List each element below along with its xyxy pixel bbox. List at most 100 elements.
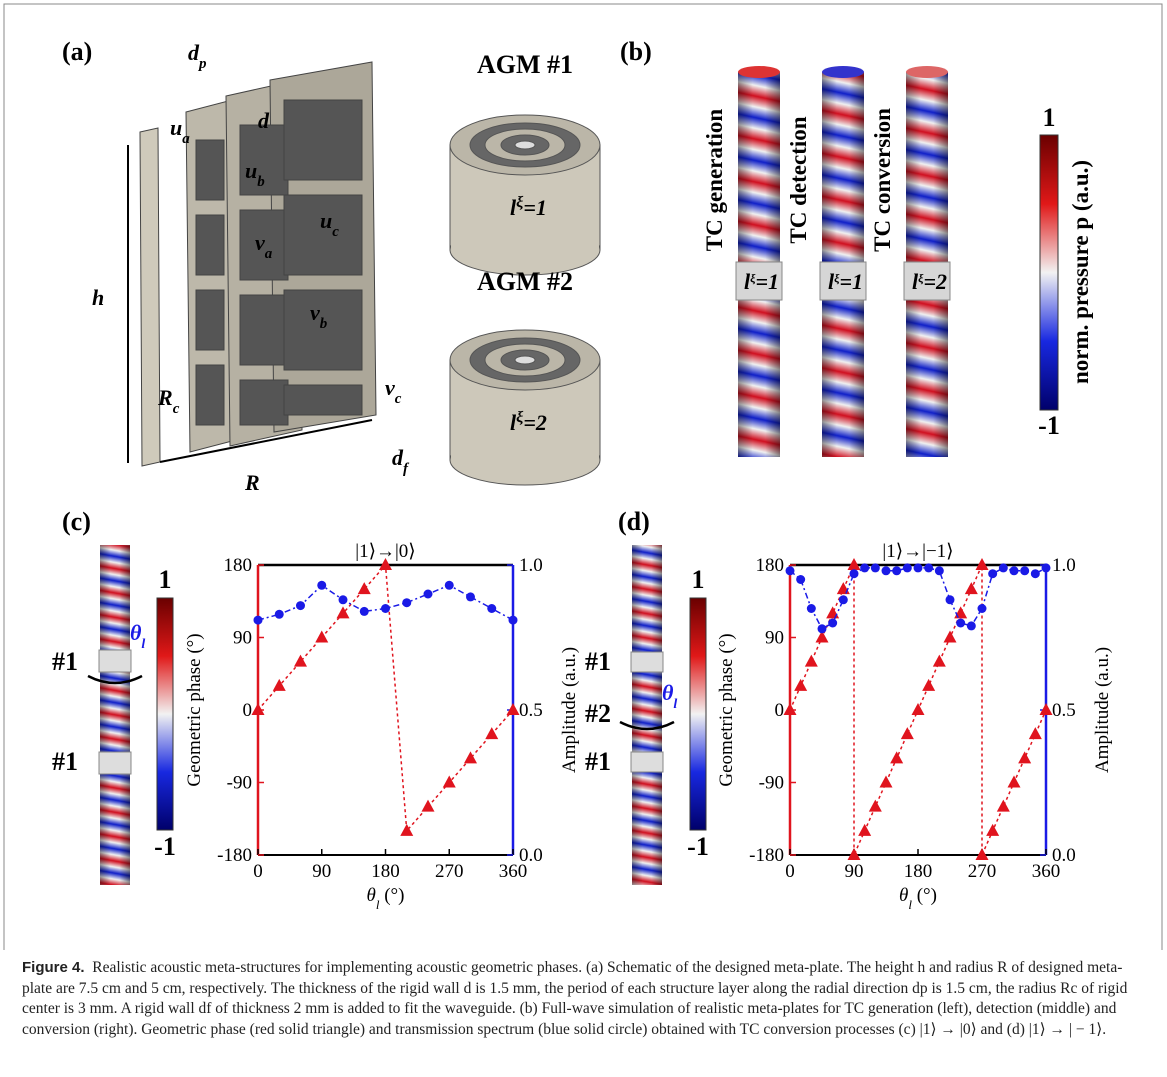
- data-point: [424, 590, 433, 599]
- label: TC generation: [702, 109, 727, 252]
- label: b: [320, 316, 328, 332]
- svg-text:df: df: [392, 445, 410, 477]
- label: R: [157, 385, 173, 410]
- panel-label: (c): [62, 507, 91, 536]
- label: #1: [52, 747, 78, 776]
- data-point: [507, 703, 520, 715]
- svg-text:lξ=2: lξ=2: [912, 269, 947, 294]
- label: v: [385, 375, 395, 400]
- label: θ: [130, 620, 142, 645]
- data-point: [828, 619, 837, 628]
- y-axis-label: Geometric phase (°): [716, 633, 737, 786]
- y2-tick-label: 0.5: [519, 700, 543, 721]
- data-point: [988, 569, 997, 578]
- x-tick-label: 0: [785, 861, 795, 882]
- label: d: [258, 108, 270, 133]
- label: u: [170, 115, 182, 140]
- data-point: [1040, 703, 1053, 715]
- data-point: [965, 582, 978, 594]
- data-point: [1018, 751, 1031, 763]
- y-tick-label: -90: [227, 773, 252, 794]
- y2-tick-label: 0.0: [1052, 845, 1076, 866]
- data-point: [903, 563, 912, 572]
- y2-axis-label: Amplitude (a.u.): [559, 647, 580, 773]
- label: =1: [523, 195, 547, 220]
- x-tick-label: 0: [253, 861, 263, 882]
- y-tick-label: -180: [749, 845, 784, 866]
- data-point: [358, 582, 371, 594]
- svg-text:lξ=1: lξ=1: [828, 269, 863, 294]
- x-axis-label: θ: [367, 885, 376, 906]
- data-point: [858, 824, 871, 836]
- data-point: [1029, 727, 1042, 739]
- x-axis-label: (°): [379, 885, 404, 906]
- label: =1: [756, 269, 780, 294]
- data-point: [880, 776, 893, 788]
- data-point: [882, 566, 891, 575]
- data-point: [890, 751, 903, 763]
- label: a: [265, 246, 273, 262]
- data-point: [999, 563, 1008, 572]
- data-point: [986, 824, 999, 836]
- data-point: [296, 601, 305, 610]
- series-line: [790, 568, 1046, 629]
- colorbar-label: 1: [159, 565, 172, 594]
- label: c: [395, 391, 402, 407]
- x-tick-label: 180: [904, 861, 933, 882]
- data-point: [935, 566, 944, 575]
- y2-tick-label: 1.0: [519, 555, 543, 576]
- data-point: [924, 563, 933, 572]
- data-point: [254, 616, 263, 625]
- label: AGM #1: [477, 50, 573, 79]
- data-point: [1010, 566, 1019, 575]
- x-axis-label: θl (°): [367, 885, 405, 912]
- colorbar-title: norm. pressure p (a.u.): [1068, 160, 1093, 384]
- y2-axis-label: Amplitude (a.u.): [1092, 647, 1113, 773]
- data-point: [1031, 569, 1040, 578]
- data-point: [805, 655, 818, 667]
- data-point: [445, 581, 454, 590]
- label: u: [245, 158, 257, 183]
- data-point: [850, 569, 859, 578]
- x-axis-label: θ: [899, 885, 908, 906]
- y-tick-label: 180: [756, 555, 785, 576]
- data-point: [443, 776, 456, 788]
- colorbar-label: 1: [692, 565, 705, 594]
- data-point: [978, 604, 987, 613]
- data-point: [317, 581, 326, 590]
- svg-text:dp: dp: [188, 40, 207, 72]
- x-tick-label: 90: [845, 861, 864, 882]
- svg-text:lξ=1: lξ=1: [510, 194, 547, 221]
- data-point: [901, 727, 914, 739]
- label: u: [320, 208, 332, 233]
- colorbar-label: -1: [154, 832, 176, 861]
- svg-text:θl: θl: [130, 620, 145, 652]
- x-tick-label: 90: [312, 861, 331, 882]
- y-tick-label: -180: [217, 845, 252, 866]
- data-point: [337, 606, 350, 618]
- data-point: [860, 563, 869, 572]
- data-point: [1042, 563, 1051, 572]
- data-point: [509, 616, 518, 625]
- label: #2: [585, 699, 611, 728]
- label: l: [141, 637, 145, 652]
- data-point: [944, 631, 957, 643]
- data-point: [464, 751, 477, 763]
- y2-tick-label: 1.0: [1052, 555, 1076, 576]
- label: θ: [662, 680, 674, 705]
- label: c: [332, 224, 339, 240]
- y-tick-label: 0: [775, 700, 785, 721]
- label: #1: [52, 647, 78, 676]
- caption: Figure 4. Realistic acoustic meta-struct…: [22, 958, 1144, 1040]
- data-point: [786, 566, 795, 575]
- data-point: [784, 703, 797, 715]
- data-point: [273, 679, 286, 691]
- y2-tick-label: 0.5: [1052, 700, 1076, 721]
- data-point: [871, 563, 880, 572]
- data-point: [839, 595, 848, 604]
- data-point: [946, 595, 955, 604]
- y2-tick-label: 0.0: [519, 845, 543, 866]
- data-point: [892, 566, 901, 575]
- data-point: [914, 563, 923, 572]
- colorbar-label: -1: [687, 832, 709, 861]
